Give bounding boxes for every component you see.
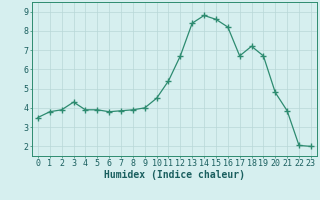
X-axis label: Humidex (Indice chaleur): Humidex (Indice chaleur) — [104, 170, 245, 180]
